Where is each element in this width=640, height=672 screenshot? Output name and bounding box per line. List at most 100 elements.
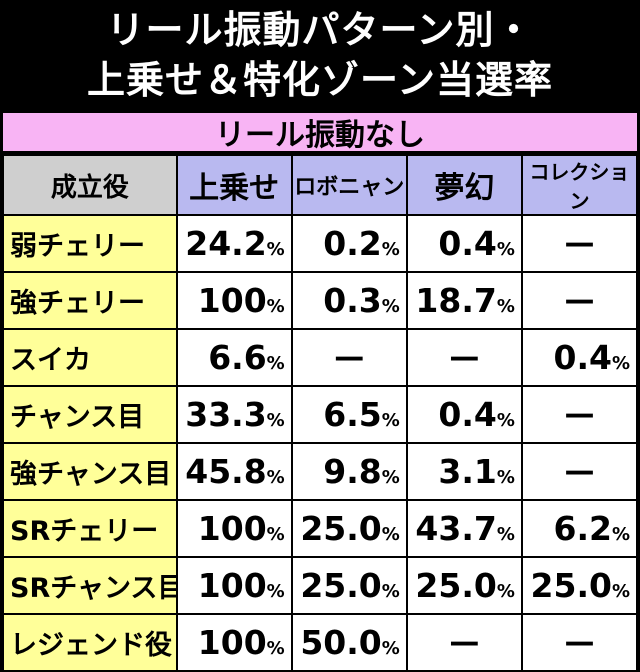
percent-unit: % xyxy=(611,581,630,602)
percent-unit: % xyxy=(496,581,515,602)
value-number: 100 xyxy=(197,623,267,662)
value-number: 0.3 xyxy=(323,281,382,320)
value-number: 25.0 xyxy=(415,566,497,605)
value-cell: 24.2% xyxy=(177,216,291,271)
probability-table: 成立役 上乗せ ロボニャン 夢幻 コレクション 弱チェリー 24.2% 0.2% 0.… xyxy=(2,154,638,672)
value-number: 100 xyxy=(197,281,267,320)
percent-unit: % xyxy=(496,410,515,431)
percent-unit: % xyxy=(381,467,400,488)
percent-unit: % xyxy=(496,239,515,260)
value-number: 0.2 xyxy=(323,224,382,263)
percent-unit: % xyxy=(611,524,630,545)
value-cell: 50.0% xyxy=(292,615,406,670)
percent-unit: % xyxy=(381,410,400,431)
value-cell: 45.8% xyxy=(177,444,291,499)
percent-unit: % xyxy=(496,467,515,488)
empty-cell: — xyxy=(522,273,636,328)
role-cell: レジェンド役 xyxy=(4,615,176,670)
empty-cell: — xyxy=(522,615,636,670)
table-row: レジェンド役 100% 50.0% — — xyxy=(4,615,636,670)
header-uwanose: 上乗せ xyxy=(177,156,291,214)
value-cell: 25.0% xyxy=(522,558,636,613)
percent-unit: % xyxy=(266,239,285,260)
role-cell: スイカ xyxy=(4,330,176,385)
role-cell: 強チャンス目 xyxy=(4,444,176,499)
table-row: SRチャンス目 100% 25.0% 25.0% 25.0% xyxy=(4,558,636,613)
value-cell: 25.0% xyxy=(292,501,406,556)
empty-cell: — xyxy=(292,330,406,385)
value-number: 6.6 xyxy=(208,338,267,377)
percent-unit: % xyxy=(496,524,515,545)
value-number: 45.8 xyxy=(185,452,267,491)
header-collection: コレクション xyxy=(522,156,636,214)
table-header-row: 成立役 上乗せ ロボニャン 夢幻 コレクション xyxy=(4,156,636,214)
value-number: 100 xyxy=(197,566,267,605)
percent-unit: % xyxy=(611,353,630,374)
value-cell: 6.5% xyxy=(292,387,406,442)
value-cell: 0.3% xyxy=(292,273,406,328)
value-number: 24.2 xyxy=(185,224,267,263)
header-role: 成立役 xyxy=(4,156,176,214)
percent-unit: % xyxy=(266,467,285,488)
value-number: 9.8 xyxy=(323,452,382,491)
value-cell: 6.2% xyxy=(522,501,636,556)
value-number: 50.0 xyxy=(300,623,382,662)
value-cell: 0.4% xyxy=(407,387,521,442)
role-cell: チャンス目 xyxy=(4,387,176,442)
value-number: 25.0 xyxy=(300,566,382,605)
percent-unit: % xyxy=(381,239,400,260)
table-row: 強チャンス目 45.8% 9.8% 3.1% — xyxy=(4,444,636,499)
value-cell: 100% xyxy=(177,273,291,328)
value-number: 25.0 xyxy=(530,566,612,605)
value-cell: 6.6% xyxy=(177,330,291,385)
value-number: 0.4 xyxy=(553,338,612,377)
value-number: 3.1 xyxy=(438,452,497,491)
value-cell: 33.3% xyxy=(177,387,291,442)
section-header: リール振動なし xyxy=(2,112,638,153)
percent-unit: % xyxy=(266,524,285,545)
percent-unit: % xyxy=(381,524,400,545)
table-row: チャンス目 33.3% 6.5% 0.4% — xyxy=(4,387,636,442)
value-cell: 0.2% xyxy=(292,216,406,271)
value-number: 6.2 xyxy=(553,509,612,548)
empty-cell: — xyxy=(522,444,636,499)
value-cell: 3.1% xyxy=(407,444,521,499)
percent-unit: % xyxy=(266,581,285,602)
value-cell: 25.0% xyxy=(292,558,406,613)
value-cell: 0.4% xyxy=(522,330,636,385)
value-cell: 25.0% xyxy=(407,558,521,613)
empty-cell: — xyxy=(522,216,636,271)
value-number: 6.5 xyxy=(323,395,382,434)
value-cell: 100% xyxy=(177,501,291,556)
table-row: 弱チェリー 24.2% 0.2% 0.4% — xyxy=(4,216,636,271)
header-mugen: 夢幻 xyxy=(407,156,521,214)
percent-unit: % xyxy=(381,581,400,602)
title-line-1: リール振動パターン別・ xyxy=(106,8,534,52)
role-cell: 強チェリー xyxy=(4,273,176,328)
value-number: 18.7 xyxy=(415,281,497,320)
role-cell: 弱チェリー xyxy=(4,216,176,271)
percent-unit: % xyxy=(381,296,400,317)
value-cell: 100% xyxy=(177,615,291,670)
percent-unit: % xyxy=(266,638,285,659)
percent-unit: % xyxy=(266,353,285,374)
role-cell: SRチャンス目 xyxy=(4,558,176,613)
value-number: 0.4 xyxy=(438,395,497,434)
value-number: 0.4 xyxy=(438,224,497,263)
value-cell: 100% xyxy=(177,558,291,613)
percent-unit: % xyxy=(266,296,285,317)
value-cell: 18.7% xyxy=(407,273,521,328)
value-cell: 9.8% xyxy=(292,444,406,499)
value-number: 43.7 xyxy=(415,509,497,548)
empty-cell: — xyxy=(407,615,521,670)
empty-cell: — xyxy=(522,387,636,442)
value-number: 33.3 xyxy=(185,395,267,434)
table-row: スイカ 6.6% — —0.4% xyxy=(4,330,636,385)
value-number: 25.0 xyxy=(300,509,382,548)
percent-unit: % xyxy=(266,410,285,431)
value-number: 100 xyxy=(197,509,267,548)
table-row: 強チェリー 100% 0.3% 18.7% — xyxy=(4,273,636,328)
percent-unit: % xyxy=(381,638,400,659)
value-cell: 0.4% xyxy=(407,216,521,271)
role-cell: SRチェリー xyxy=(4,501,176,556)
